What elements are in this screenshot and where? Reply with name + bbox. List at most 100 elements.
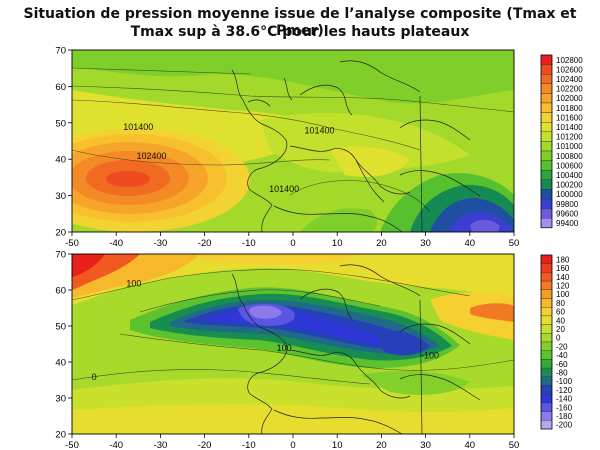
top-x-tick-label: 50 (509, 238, 520, 249)
top-contour-label: 101400 (269, 184, 299, 194)
top-legend-swatch (540, 160, 553, 171)
figure-title-line-2: Tmax sup à 38.6°C pour les hauts plateau… (130, 24, 470, 40)
top-legend-label: 102800 (556, 56, 583, 65)
top-y-tick-label: 50 (55, 118, 66, 129)
bottom-legend-swatch (540, 315, 553, 325)
figure-title-line-1: Situation de pression moyenne issue de l… (23, 6, 577, 39)
top-x-tick-label: -10 (242, 238, 256, 249)
bottom-legend-label: 60 (556, 308, 565, 317)
bottom-y-tick-label: 30 (55, 394, 66, 405)
top-x-tick-label: 10 (332, 238, 343, 249)
top-legend-swatch (540, 54, 553, 65)
top-legend-swatch (540, 112, 553, 123)
top-legend-label: 102200 (556, 85, 583, 94)
top-legend-label: 100200 (556, 181, 583, 190)
bottom-legend-swatch (540, 333, 553, 343)
top-legend-swatch (540, 73, 553, 84)
top-legend-swatch (540, 198, 553, 209)
bottom-legend-swatch (540, 411, 553, 421)
bottom-legend-label: -20 (556, 342, 568, 351)
bottom-x-tick-label: -20 (198, 440, 212, 450)
top-x-tick-label: 40 (465, 238, 476, 249)
bottom-legend-swatch (540, 280, 553, 291)
top-legend-swatch (540, 217, 553, 228)
top-legend-label: 102400 (556, 75, 583, 84)
top-y-tick-label: 20 (55, 228, 66, 239)
bottom-legend-swatch (540, 289, 553, 299)
top-pressure-map: 101400 102400 101400 101400 -50 -40 -30 -20 -10… (55, 46, 583, 250)
top-legend-label: 100800 (556, 152, 583, 161)
top-legend-label: 99400 (556, 219, 579, 228)
bottom-legend-label: 180 (556, 255, 570, 264)
bottom-legend-label: 20 (556, 325, 565, 334)
top-legend-frame (540, 54, 553, 229)
top-x-tick-label: 30 (420, 238, 431, 249)
bottom-legend-frame (540, 254, 553, 430)
top-legend-label: 101000 (556, 142, 583, 151)
top-legend-swatch (540, 102, 553, 113)
bottom-legend-swatch (540, 341, 553, 351)
bottom-x-tick-label: 40 (465, 440, 476, 450)
top-contour-label: 101400 (304, 126, 334, 136)
top-legend-label: 100600 (556, 161, 583, 170)
top-legend-swatch (540, 64, 553, 75)
top-legend-swatch (540, 208, 553, 219)
bottom-x-tick-label: -30 (154, 440, 168, 450)
bottom-contour-label: 100 (126, 278, 141, 288)
bottom-x-tick-label: -50 (65, 440, 79, 450)
top-x-tick-label: -50 (65, 238, 79, 249)
top-legend-swatch (540, 83, 553, 94)
top-legend-swatch (540, 121, 553, 132)
top-legend-label: 102600 (556, 65, 583, 74)
bottom-x-tick-label: 30 (420, 440, 431, 450)
bottom-legend-label: -60 (556, 360, 568, 369)
bottom-legend-label: -160 (556, 403, 573, 412)
top-legend-label: 100000 (556, 190, 583, 199)
bottom-legend-swatch (540, 324, 553, 334)
top-legend-swatch (540, 169, 553, 180)
top-legend-swatch (540, 179, 553, 190)
bottom-legend-label: -100 (556, 377, 573, 386)
bottom-x-tick-label: 50 (509, 440, 520, 450)
bottom-legend-swatch (540, 385, 553, 395)
bottom-legend-swatch (540, 394, 553, 404)
top-legend-swatch (540, 131, 553, 142)
bottom-legend-label: -40 (556, 351, 568, 360)
top-legend-label: 99800 (556, 200, 579, 209)
bottom-legend-swatch (540, 420, 553, 430)
bottom-legend-swatch (540, 254, 553, 264)
bottom-contour-label: 100 (277, 343, 292, 353)
bottom-legend-label: -200 (556, 421, 573, 430)
top-legend-label: 102000 (556, 94, 583, 103)
top-legend-label: 101400 (556, 123, 583, 132)
bottom-legend-label: 160 (556, 264, 570, 273)
top-y-tick-label: 30 (55, 191, 66, 202)
bottom-contour-label: -100 (421, 350, 439, 360)
bottom-legend-label: 100 (556, 290, 570, 299)
top-legend-label: 100400 (556, 171, 583, 180)
bottom-legend-label: -180 (556, 412, 573, 421)
top-legend-label: 99600 (556, 209, 579, 218)
top-legend-label: 101600 (556, 113, 583, 122)
top-legend-label: 101800 (556, 104, 583, 113)
bottom-legend-label: -120 (556, 386, 573, 395)
bottom-legend-label: -80 (556, 368, 568, 377)
top-x-tick-label: 20 (376, 238, 387, 249)
bottom-y-tick-label: 40 (55, 358, 66, 369)
bottom-legend-label: 140 (556, 273, 570, 282)
bottom-legend-label: 80 (556, 299, 565, 308)
bottom-legend-swatch (540, 376, 553, 386)
bottom-legend-swatch (540, 367, 553, 378)
bottom-legend-swatch (540, 272, 553, 282)
top-x-tick-label: -20 (198, 238, 212, 249)
bottom-legend-label: 0 (556, 334, 561, 343)
top-x-tick-label: -40 (109, 238, 123, 249)
bottom-x-tick-label: 0 (290, 440, 295, 450)
top-contour-label: 101400 (123, 122, 153, 132)
bottom-legend-label: 40 (556, 316, 565, 325)
bottom-x-tick-label: -10 (242, 440, 256, 450)
bottom-y-tick-label: 70 (55, 250, 66, 261)
top-contour-label: 102400 (137, 151, 167, 161)
